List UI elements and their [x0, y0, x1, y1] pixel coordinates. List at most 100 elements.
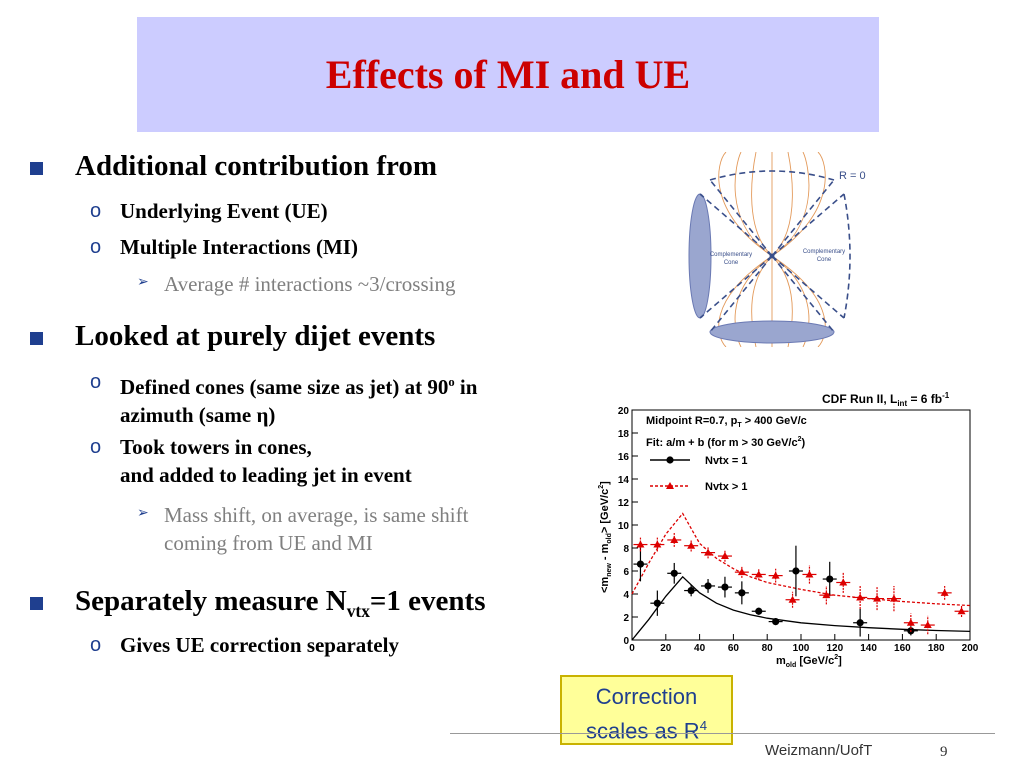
data-point — [940, 588, 949, 596]
data-point — [957, 607, 966, 615]
data-point — [839, 578, 848, 586]
sub-bullet-text: Gives UE correction separately — [120, 633, 399, 657]
x-tick-label: 120 — [826, 643, 843, 654]
data-point — [738, 589, 746, 597]
data-point — [771, 571, 780, 579]
data-point — [755, 607, 763, 615]
cone-outlines — [699, 170, 851, 333]
legend-marker — [666, 482, 674, 489]
x-tick-label: 40 — [694, 643, 706, 654]
correction-note: Correction scales as R4 — [560, 675, 733, 745]
circle-bullet-icon: o — [90, 634, 102, 656]
y-tick-label: 4 — [623, 590, 629, 601]
y-tick-label: 20 — [618, 406, 630, 417]
data-point — [704, 548, 713, 556]
note-line-1: Correction — [595, 684, 698, 709]
chart-header: CDF Run II, Lint = 6 fb-1 — [822, 391, 950, 408]
data-point — [636, 560, 645, 568]
left-cone-label-2: Cone — [724, 260, 739, 266]
y-tick-label: 12 — [618, 498, 630, 509]
data-point — [889, 594, 898, 602]
bottom-cone-disc — [709, 320, 835, 344]
legend-label: Nvtx > 1 — [705, 481, 748, 493]
left-cone-label-1: Complementary — [710, 252, 752, 258]
data-point — [670, 569, 678, 577]
circle-bullet-icon: o — [90, 200, 102, 222]
interaction-point — [769, 253, 775, 259]
arrow-bullet-icon: ➢ — [137, 506, 149, 521]
title-banner: Effects of MI and UE — [137, 17, 879, 132]
data-point — [826, 575, 834, 583]
arrow-bullet-icon: ➢ — [137, 275, 149, 290]
data-point — [792, 567, 800, 575]
chart-plot-area: 0 20 40 60 80 100 120 140 160 180 200 0 2 4 6 8 10 12 14 16… — [618, 406, 979, 654]
data-point — [653, 599, 661, 607]
data-point — [856, 593, 865, 601]
bullet-text: Separately measure Nvtx=1 events — [75, 585, 486, 621]
data-point — [653, 540, 662, 548]
x-tick-label: 60 — [728, 643, 740, 654]
data-point — [856, 619, 864, 627]
y-tick-label: 14 — [618, 475, 630, 486]
bullet-text: Additional contribution from — [75, 150, 438, 182]
data-point — [772, 618, 780, 626]
x-tick-label: 0 — [629, 643, 635, 654]
fit-curve-nvtx-1 — [631, 575, 971, 641]
chart-info-line1: Midpoint R=0.7, pT > 400 GeV/c — [646, 415, 807, 429]
chart-info-line2: Fit: a/m + b (for m > 30 GeV/c2) — [646, 436, 806, 449]
sub-bullet-text: Defined cones (same size as jet) at 90o … — [120, 375, 478, 427]
data-point — [822, 591, 831, 599]
detail-text: Average # interactions ~3/crossing — [164, 272, 456, 296]
data-point — [754, 570, 763, 578]
mass-shift-chart: CDF Run II, Lint = 6 fb-1 Midpoint R=0.7… — [598, 391, 979, 669]
x-tick-label: 160 — [894, 643, 911, 654]
cone-diagram: R = 0 Complementary Cone Complementary C… — [688, 152, 866, 347]
sub-bullet-text: Underlying Event (UE) — [120, 199, 328, 223]
sub-bullet-text: Took towers in cones, and added to leadin… — [120, 435, 412, 487]
y-tick-label: 8 — [623, 544, 629, 555]
x-tick-label: 80 — [762, 643, 774, 654]
right-cone-label-1: Complementary — [803, 249, 845, 255]
legend-label: Nvtx = 1 — [705, 455, 748, 467]
square-bullet-icon — [30, 162, 43, 175]
square-bullet-icon — [30, 332, 43, 345]
y-tick-label: 10 — [618, 521, 630, 532]
right-cone-label-2: Cone — [817, 257, 832, 263]
x-tick-label: 200 — [962, 643, 979, 654]
y-tick-label: 0 — [623, 636, 629, 647]
data-point — [720, 552, 729, 560]
slide-title: Effects of MI and UE — [325, 52, 691, 97]
x-tick-label: 100 — [793, 643, 810, 654]
data-point — [636, 540, 645, 548]
legend-marker — [666, 456, 674, 464]
bullet-text: Looked at purely dijet events — [75, 320, 436, 352]
y-tick-label: 16 — [618, 452, 630, 463]
circle-bullet-icon: o — [90, 371, 102, 393]
y-tick-label: 6 — [623, 567, 629, 578]
note-line-2: scales as R4 — [585, 718, 708, 744]
circle-bullet-icon: o — [90, 436, 102, 458]
data-point — [721, 583, 729, 591]
data-point — [687, 586, 695, 595]
data-point — [737, 568, 746, 576]
y-tick-label: 18 — [618, 429, 630, 440]
data-point — [704, 582, 712, 590]
y-tick-label: 2 — [623, 613, 629, 624]
circle-bullet-icon: o — [90, 236, 102, 258]
chart-y-axis-label: <mnew - mold> [GeV/c2] — [598, 481, 613, 593]
footer-divider — [450, 733, 995, 734]
x-tick-label: 140 — [860, 643, 877, 654]
data-point — [805, 570, 814, 578]
fit-curve-nvtx-gt-1 — [631, 512, 971, 607]
r-label: R = 0 — [839, 170, 866, 182]
data-point — [788, 595, 797, 603]
chart-x-axis-label: mold [GeV/c2] — [776, 654, 842, 669]
square-bullet-icon — [30, 597, 43, 610]
footer-text: Weizmann/UofT — [765, 742, 873, 759]
data-point — [670, 535, 679, 543]
data-point — [923, 621, 932, 629]
data-point — [687, 541, 696, 549]
detail-text: Mass shift, on average, is same shift com… — [164, 503, 469, 555]
data-point — [873, 594, 882, 602]
x-tick-label: 20 — [660, 643, 672, 654]
